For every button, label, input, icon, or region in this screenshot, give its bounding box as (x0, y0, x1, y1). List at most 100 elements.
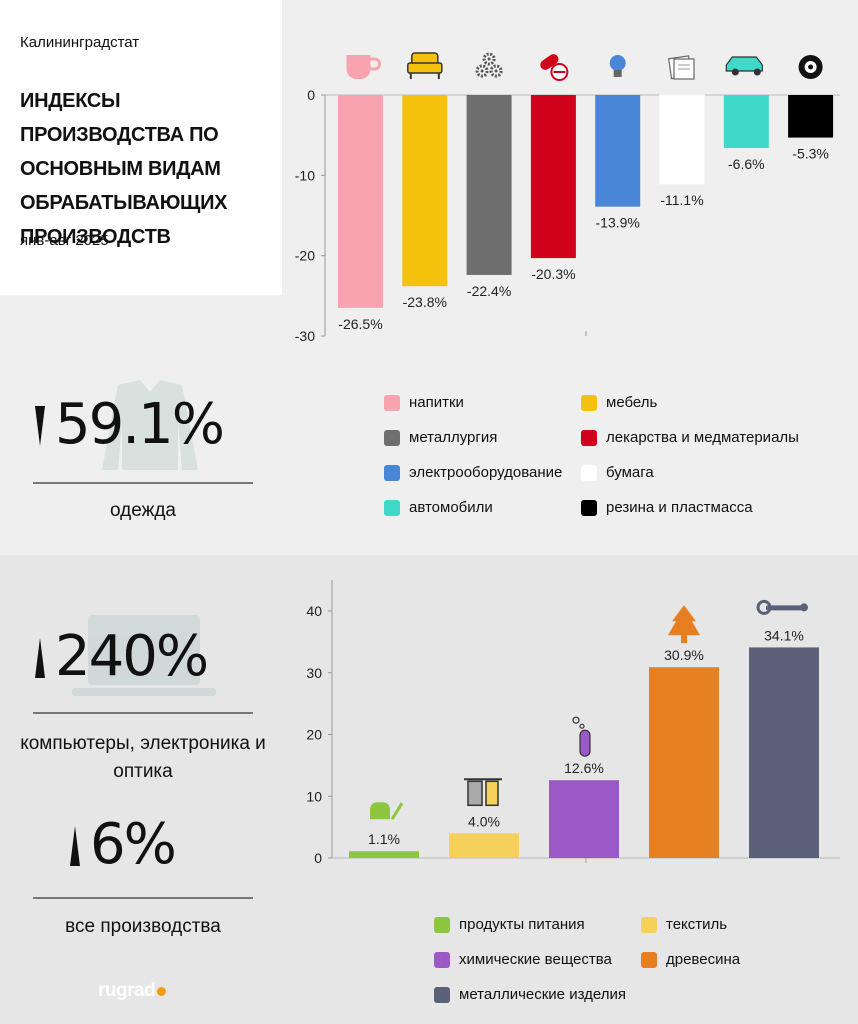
y-tick-label: -30 (295, 328, 315, 344)
legend-item: продукты питания (434, 916, 585, 933)
legend-label: химические вещества (459, 951, 612, 968)
legend-item: металлические изделия (434, 986, 626, 1003)
legend-swatch (384, 429, 400, 446)
lightbulb-icon (609, 55, 626, 77)
tree-icon (668, 605, 700, 644)
bar (349, 851, 419, 858)
bar (723, 95, 769, 149)
bar (530, 95, 576, 259)
stat-clothing-value: 59.1% (55, 392, 225, 457)
legend-item: резина и пластмасса (581, 499, 753, 516)
spools-icon (464, 778, 502, 807)
page-title: ИНДЕКСЫ ПРОИЗВОДСТВА ПО ОСНОВНЫМ ВИДАМ О… (20, 90, 228, 248)
bar (338, 95, 383, 308)
gears-icon (475, 52, 503, 78)
legend-swatch (581, 429, 597, 446)
bar (549, 780, 619, 858)
legend-item: текстиль (641, 916, 727, 933)
divider (33, 897, 253, 899)
data-label: 34.1% (764, 627, 804, 643)
tire-icon (798, 55, 823, 79)
arrow-up-icon (68, 815, 82, 880)
legend-swatch (434, 951, 450, 968)
legend-swatch (384, 464, 400, 481)
legend-label: лекарства и медматериалы (606, 429, 799, 446)
logo-dot (157, 987, 167, 996)
legend-label: древесина (666, 951, 741, 968)
bread-icon (370, 802, 404, 821)
y-tick-label: -10 (295, 167, 315, 183)
wrench-icon (756, 599, 808, 615)
data-label: -5.3% (792, 146, 829, 162)
bar (749, 647, 819, 858)
period-label: янв-авг 2025 (20, 232, 109, 249)
legend-swatch (434, 916, 450, 933)
stat-clothing-label: одежда (110, 500, 176, 521)
bar (649, 667, 719, 858)
paper-icon (668, 55, 695, 80)
legend-label: металлические изделия (459, 986, 626, 1003)
stat-computers: 240% (33, 624, 209, 692)
divider (33, 712, 253, 714)
legend-label: мебель (606, 394, 658, 411)
bar (402, 95, 448, 287)
arrow-down-icon (33, 395, 47, 460)
legend-item: химические вещества (434, 951, 612, 968)
y-tick-label: 0 (314, 850, 322, 866)
stat-all-label: все производства (65, 916, 221, 937)
legend-swatch (581, 394, 597, 411)
car-icon (725, 56, 763, 76)
stat-all: 6% (68, 812, 177, 880)
data-label: -26.5% (338, 316, 382, 332)
logo-text: rugrad (98, 980, 156, 1001)
legend-item: напитки (384, 394, 464, 411)
stat-computers-value: 240% (55, 624, 209, 689)
data-label: -11.1% (660, 192, 703, 208)
logo: rugrad (98, 980, 167, 1002)
legend-label: электрооборудование (409, 464, 563, 481)
stat-computers-label: компьютеры, электроника и оптика (20, 733, 266, 782)
legend-label: текстиль (666, 916, 728, 933)
legend-item: бумага (581, 464, 654, 481)
legend-item: металлургия (384, 429, 497, 446)
legend-label: металлургия (409, 429, 498, 446)
bar (449, 833, 519, 858)
legend-swatch (641, 916, 657, 933)
legend-item: мебель (581, 394, 657, 411)
data-label: -13.9% (596, 215, 640, 231)
legend-swatch (641, 951, 657, 968)
data-label: -22.4% (467, 283, 511, 299)
legend-swatch (384, 499, 400, 516)
bar (659, 94, 705, 185)
divider (33, 482, 253, 484)
data-label: 4.0% (468, 813, 500, 829)
legend-label: резина и пластмасса (606, 499, 753, 516)
bar (466, 95, 512, 275)
data-label: -6.6% (728, 156, 765, 172)
data-label: 12.6% (564, 760, 604, 776)
legend-swatch (434, 986, 450, 1003)
y-tick-label: -20 (295, 248, 315, 264)
legend-item: автомобили (384, 499, 493, 516)
bar (595, 95, 641, 207)
y-tick-label: 30 (306, 665, 322, 681)
cup-icon (346, 55, 381, 79)
legend-item: лекарства и медматериалы (581, 429, 799, 446)
test-tube-icon (572, 716, 591, 757)
legend-swatch (581, 464, 597, 481)
y-tick-label: 40 (306, 603, 322, 619)
data-label: -20.3% (531, 266, 575, 282)
source-label: Калининградстат (20, 34, 140, 51)
stat-all-value: 6% (90, 812, 177, 877)
y-tick-label: 20 (306, 727, 322, 743)
data-label: 30.9% (664, 647, 704, 663)
armchair-icon (407, 52, 443, 79)
data-label: 1.1% (368, 831, 400, 847)
data-label: -23.8% (403, 294, 447, 310)
legend-label: автомобили (409, 499, 493, 516)
stat-clothing: 59.1% (33, 392, 225, 460)
pills-icon (540, 54, 569, 81)
y-tick-label: 10 (306, 788, 322, 804)
